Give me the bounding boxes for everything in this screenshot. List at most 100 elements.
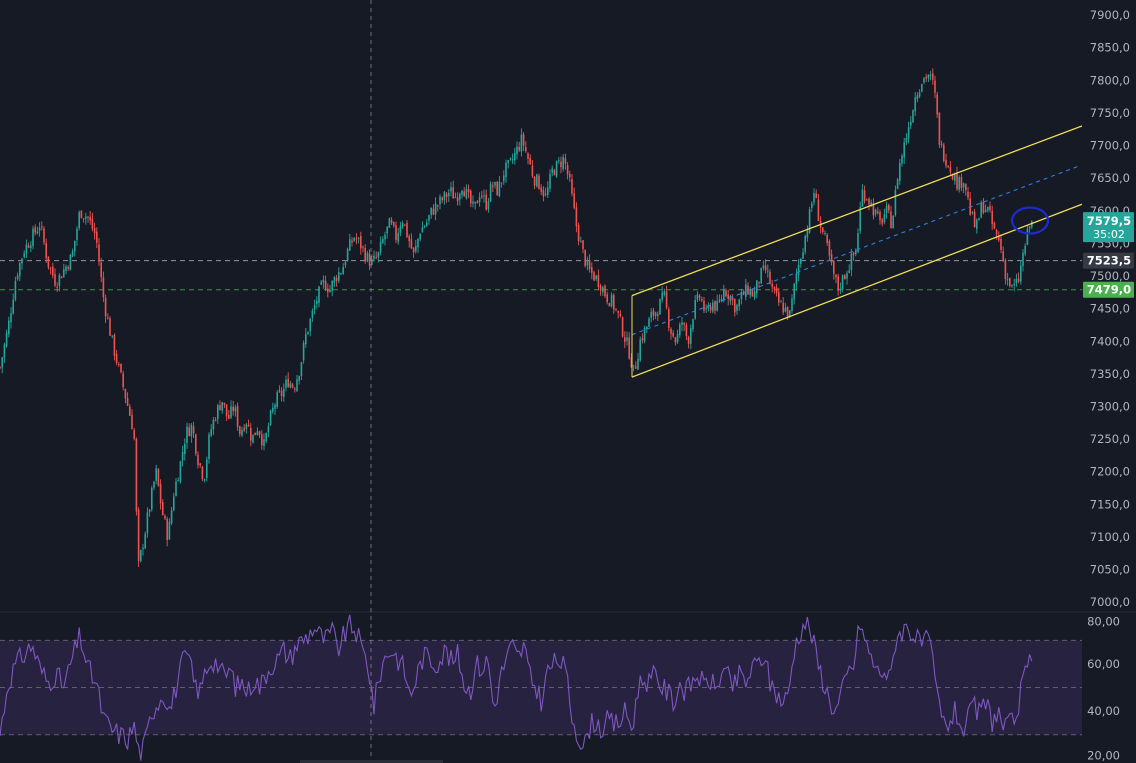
- candle-body[interactable]: [894, 189, 897, 216]
- candle-body[interactable]: [740, 291, 743, 300]
- candle-body[interactable]: [188, 427, 190, 437]
- candle-body[interactable]: [817, 199, 820, 221]
- candle-body[interactable]: [868, 198, 870, 205]
- candle-body[interactable]: [474, 201, 476, 204]
- candle-body[interactable]: [907, 127, 910, 139]
- candle-body[interactable]: [507, 160, 509, 163]
- candle-body[interactable]: [588, 260, 591, 270]
- candle-body[interactable]: [1013, 283, 1015, 285]
- candle-body[interactable]: [989, 206, 991, 211]
- candle-body[interactable]: [714, 301, 716, 311]
- candle-body[interactable]: [3, 344, 6, 358]
- candle-body[interactable]: [276, 392, 278, 407]
- candle-body[interactable]: [573, 193, 575, 208]
- candle-body[interactable]: [406, 222, 408, 237]
- candle-body[interactable]: [613, 295, 615, 310]
- candle-body[interactable]: [219, 405, 221, 411]
- candle-body[interactable]: [872, 203, 875, 216]
- candle-body[interactable]: [912, 110, 914, 123]
- candle-body[interactable]: [428, 215, 430, 221]
- candle-body[interactable]: [773, 286, 776, 289]
- candle-body[interactable]: [122, 373, 124, 388]
- candle-body[interactable]: [641, 337, 644, 341]
- candle-body[interactable]: [518, 147, 520, 151]
- candle-body[interactable]: [725, 290, 727, 297]
- candle-body[interactable]: [698, 295, 701, 298]
- candle-body[interactable]: [256, 431, 259, 435]
- candle-body[interactable]: [87, 216, 89, 218]
- candle-body[interactable]: [384, 234, 386, 240]
- candle-body[interactable]: [388, 218, 391, 228]
- candle-body[interactable]: [223, 402, 226, 405]
- candle-body[interactable]: [564, 158, 567, 164]
- candle-body[interactable]: [302, 342, 305, 361]
- candle-body[interactable]: [520, 134, 523, 152]
- candle-body[interactable]: [802, 252, 804, 259]
- candle-body[interactable]: [916, 95, 919, 100]
- candle-body[interactable]: [283, 388, 285, 397]
- candle-body[interactable]: [890, 211, 892, 229]
- candle-body[interactable]: [190, 424, 193, 437]
- candle-body[interactable]: [104, 297, 107, 317]
- candle-body[interactable]: [637, 358, 639, 370]
- candle-body[interactable]: [877, 211, 879, 213]
- candle-body[interactable]: [797, 265, 800, 276]
- candle-body[interactable]: [430, 207, 432, 215]
- candle-body[interactable]: [769, 271, 771, 285]
- candle-body[interactable]: [555, 161, 558, 177]
- candle-body[interactable]: [32, 228, 34, 247]
- candle-body[interactable]: [373, 255, 375, 259]
- candle-body[interactable]: [129, 406, 131, 416]
- candle-body[interactable]: [166, 518, 168, 540]
- candle-body[interactable]: [971, 212, 974, 214]
- candle-body[interactable]: [23, 253, 25, 258]
- candle-body[interactable]: [199, 463, 201, 466]
- candle-body[interactable]: [705, 307, 707, 310]
- candle-body[interactable]: [652, 310, 655, 316]
- candle-body[interactable]: [626, 337, 628, 341]
- candle-body[interactable]: [962, 183, 965, 188]
- candle-body[interactable]: [602, 287, 604, 293]
- candle-body[interactable]: [525, 147, 527, 152]
- candle-body[interactable]: [791, 298, 793, 311]
- candle-body[interactable]: [417, 238, 419, 248]
- candle-body[interactable]: [448, 192, 450, 196]
- candle-body[interactable]: [351, 240, 353, 243]
- candle-body[interactable]: [973, 211, 976, 228]
- candle-body[interactable]: [661, 292, 663, 300]
- candle-body[interactable]: [423, 226, 426, 228]
- candle-body[interactable]: [316, 300, 318, 305]
- candle-body[interactable]: [415, 246, 417, 252]
- candle-body[interactable]: [1024, 245, 1026, 254]
- candle-body[interactable]: [214, 419, 217, 421]
- candle-body[interactable]: [993, 223, 996, 229]
- candle-body[interactable]: [643, 327, 646, 342]
- candle-body[interactable]: [289, 383, 292, 388]
- candle-body[interactable]: [736, 304, 738, 311]
- candle-body[interactable]: [212, 419, 215, 430]
- candle-body[interactable]: [313, 305, 316, 310]
- candle-body[interactable]: [285, 379, 287, 388]
- candle-body[interactable]: [610, 294, 613, 307]
- candle-body[interactable]: [135, 438, 138, 512]
- candle-body[interactable]: [899, 163, 901, 181]
- candle-body[interactable]: [619, 314, 622, 317]
- candle-body[interactable]: [771, 283, 773, 287]
- candle-body[interactable]: [159, 484, 162, 504]
- candle-body[interactable]: [272, 407, 274, 412]
- candle-body[interactable]: [173, 496, 175, 511]
- candle-body[interactable]: [687, 336, 690, 344]
- candle-body[interactable]: [914, 97, 916, 112]
- candle-body[interactable]: [278, 390, 281, 392]
- candle-body[interactable]: [599, 285, 602, 291]
- candle-body[interactable]: [401, 223, 404, 228]
- candle-body[interactable]: [553, 170, 556, 176]
- candle-body[interactable]: [162, 502, 164, 516]
- candle-body[interactable]: [883, 214, 886, 223]
- candle-body[interactable]: [624, 337, 626, 342]
- candle-body[interactable]: [197, 454, 199, 466]
- candle-body[interactable]: [349, 239, 351, 251]
- candle-body[interactable]: [672, 332, 674, 337]
- candle-body[interactable]: [148, 509, 151, 513]
